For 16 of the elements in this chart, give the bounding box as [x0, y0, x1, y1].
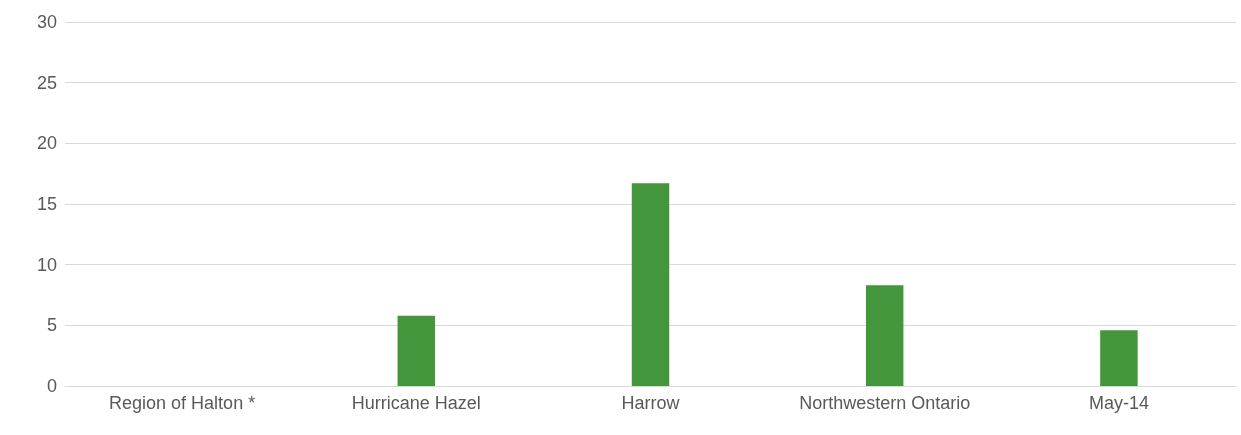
bar	[865, 285, 904, 386]
y-tick-label: 15	[36, 194, 57, 214]
y-tick-label: 10	[36, 254, 57, 275]
y-tick-label: 30	[36, 12, 57, 32]
y-tick-label: 5	[46, 315, 57, 336]
y-tick-label: 0	[46, 376, 57, 396]
x-tick-label: Region of Halton *	[109, 393, 256, 413]
x-tick-label: Hurricane Hazel	[351, 393, 481, 413]
bar	[631, 183, 670, 386]
bar	[397, 315, 436, 386]
x-tick-label: May-14	[1088, 393, 1149, 413]
bar	[1100, 330, 1138, 386]
x-tick-label: Northwestern Ontario	[799, 393, 971, 413]
y-tick-label: 20	[36, 133, 57, 154]
x-tick-label: Harrow	[621, 393, 681, 413]
y-tick-label: 25	[36, 72, 57, 93]
